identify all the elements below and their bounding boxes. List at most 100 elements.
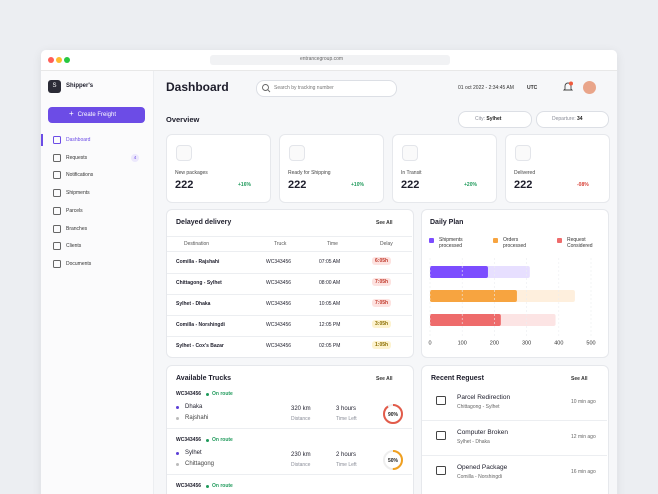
departure-filter[interactable] (536, 111, 609, 128)
nav-item[interactable]: Documents (66, 260, 92, 267)
status-dot (206, 392, 209, 396)
x-tick-label: 200 (490, 340, 499, 346)
row-divider (422, 420, 607, 421)
delay-badge: 1:05h (372, 341, 392, 349)
nav-item[interactable]: Notifications (66, 172, 94, 179)
request-route: Chittagong - Sylhet (457, 404, 500, 410)
minimize-dot[interactable] (56, 57, 62, 63)
x-tick-label: 100 (458, 340, 467, 346)
panel-title: Recent Reguest (431, 375, 484, 382)
distance-label: Distance (291, 416, 311, 422)
delay-badge: 3:05h (372, 320, 392, 328)
row-divider (167, 474, 412, 475)
card-label: New packages (175, 170, 208, 176)
nav-item[interactable]: Shipments (66, 190, 90, 197)
nav-item[interactable]: Parcels (66, 207, 83, 214)
x-tick-label: 500 (586, 340, 595, 346)
card-icon (176, 145, 192, 161)
truck-id: WC343456 (176, 437, 202, 443)
avatar[interactable] (583, 81, 596, 94)
table-cell: WC343456 (266, 301, 292, 307)
card-label: Delivered (514, 170, 536, 176)
table-cell: WC343456 (266, 280, 292, 286)
destination-dot (176, 463, 179, 466)
card-label: Ready for Shipping (288, 170, 331, 176)
request-title: Computer Broken (457, 429, 508, 436)
card-change: +10% (351, 182, 364, 188)
close-dot[interactable] (48, 57, 54, 63)
card-label: In Transit (401, 170, 422, 176)
distance: 230 km (291, 452, 311, 458)
table-cell: Comilla - Norshingdi (176, 322, 225, 328)
table-cell: 12:05 PM (319, 322, 341, 328)
legend-label-line: processed (503, 243, 526, 249)
search-icon (262, 84, 271, 93)
table-cell: WC343456 (266, 259, 292, 265)
available-trucks-panel (166, 365, 414, 494)
legend-label-line: Orders (503, 237, 519, 243)
search-box[interactable] (256, 80, 397, 97)
truck-status: On route (212, 437, 233, 443)
truck-status: On route (212, 391, 233, 397)
panel-title: Delayed delivery (176, 219, 232, 226)
card-change: -08% (577, 182, 589, 188)
card-change: +20% (464, 182, 477, 188)
gauge-label: 90% (388, 412, 399, 418)
gauge-arc (383, 404, 403, 424)
notification-bell[interactable] (562, 81, 574, 93)
nav-item[interactable]: Branches (66, 225, 88, 232)
card-icon (289, 145, 305, 161)
filter-label: Departure: (552, 116, 576, 122)
distance: 320 km (291, 406, 311, 412)
legend-label: Shipments processed (439, 237, 463, 249)
delay-badge: 7:05h (372, 278, 392, 286)
column-header: Truck (274, 241, 287, 247)
card-value: 222 (401, 179, 420, 191)
card-change: +16% (238, 182, 251, 188)
filter-label: City: (475, 116, 485, 122)
table-cell: Sylhet - Dhaka (176, 301, 211, 307)
panel-title: Daily Plan (430, 219, 464, 226)
gauge-arc (383, 450, 403, 470)
origin: Sylhet (185, 450, 202, 456)
card-value: 222 (514, 179, 533, 191)
search-placeholder: Search by tracking number (274, 85, 334, 91)
truck-id: WC343456 (176, 391, 202, 397)
nav-item[interactable]: Requests (66, 154, 88, 161)
see-all[interactable]: See All (376, 220, 393, 226)
zoom-dot[interactable] (64, 57, 70, 63)
request-title: Opened Package (457, 464, 508, 471)
column-header: Delay (380, 241, 393, 247)
create-freight-button[interactable] (48, 107, 145, 123)
panel-title: Available Trucks (176, 375, 231, 382)
table-cell: WC343456 (266, 343, 292, 349)
request-time: 10 min ago (571, 399, 596, 405)
progress-gauge: 50% (383, 450, 403, 470)
row-divider (167, 273, 412, 274)
origin: Dhaka (185, 404, 203, 410)
gauge-label: 50% (388, 458, 399, 464)
legend-label-line: processed (439, 243, 462, 249)
filter-value: 34 (577, 116, 583, 122)
legend-label-line: Shipments (439, 237, 463, 243)
timezone[interactable]: UTC (527, 85, 538, 91)
see-all[interactable]: See All (376, 376, 393, 382)
status-dot (206, 484, 209, 488)
table-cell: Chittagong - Sylhet (176, 280, 222, 286)
legend-label: Request Considered (567, 237, 593, 249)
progress-gauge: 90% (383, 404, 403, 424)
city-filter[interactable] (458, 111, 532, 128)
destination-dot (176, 417, 179, 420)
brand-name[interactable]: Shipper's (66, 83, 94, 89)
nav-item[interactable]: Dashboard (66, 137, 91, 143)
request-time: 16 min ago (571, 469, 596, 475)
address-bar[interactable] (210, 55, 450, 65)
nav-item[interactable]: Clients (66, 243, 82, 250)
actual-bar (430, 314, 501, 326)
see-all[interactable]: See All (571, 376, 588, 382)
column-header: Destination (184, 241, 210, 247)
time-left: 3 hours (336, 406, 357, 412)
request-route: Sylhet - Dhaka (457, 439, 490, 445)
legend-swatch (493, 238, 498, 243)
